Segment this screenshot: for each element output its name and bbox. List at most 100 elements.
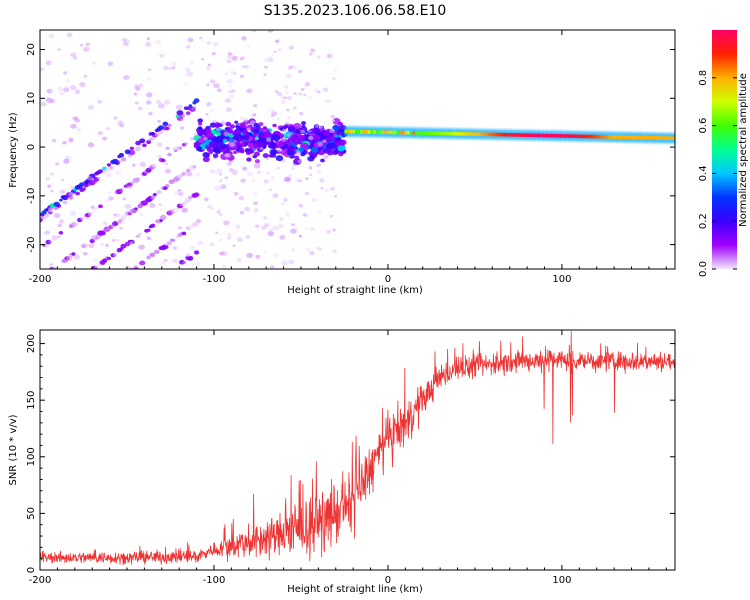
turbulence-point [202, 156, 210, 163]
stable-frequency-line [344, 126, 675, 144]
scatter-point [172, 246, 178, 251]
spectrogram-y-tick-label: 10 [26, 92, 37, 105]
streak-point [120, 215, 127, 220]
scatter-point [59, 219, 64, 224]
line-core-segment [373, 130, 376, 134]
turbulence-point [268, 154, 274, 158]
turbulence-point [238, 147, 245, 153]
line-core-segment [524, 133, 528, 137]
turbulence-point [338, 122, 344, 126]
turbulence-point [269, 141, 277, 149]
turbulence-halo-point [306, 247, 311, 252]
scatter-point [279, 217, 284, 221]
snr-y-tick-label: 0 [26, 567, 37, 573]
line-core-segment [568, 134, 572, 138]
line-core-segment [668, 136, 671, 140]
scatter-point [112, 239, 116, 242]
streak-point [124, 149, 131, 155]
streak-point [53, 201, 60, 207]
colorbar-ticks: 0.0 0.2 0.4 0.6 0.8 [698, 70, 737, 277]
line-core-segment [589, 134, 593, 139]
turbulence-halo-point [325, 229, 332, 235]
turbulence-halo-point [308, 129, 312, 133]
scatter-point [283, 85, 289, 89]
scatter-point [155, 39, 162, 45]
turbulence-halo-point [261, 225, 267, 231]
scatter-point [105, 243, 109, 247]
line-core-segment [649, 136, 653, 140]
line-core-segment [511, 133, 515, 137]
turbulence-halo-point [322, 139, 327, 143]
turbulence-halo-point [285, 133, 291, 138]
scatter-point [170, 61, 177, 67]
scatter-point [218, 213, 223, 216]
streak-point [172, 207, 179, 213]
scatter-point [279, 95, 285, 99]
scatter-point [285, 177, 292, 182]
turbulence-halo-point [309, 251, 315, 256]
scatter-point [265, 171, 270, 175]
turbulence-point [274, 141, 283, 148]
turbulence-point [229, 124, 236, 129]
turbulence-point [212, 153, 219, 158]
streak-point [59, 198, 63, 202]
line-core-segment [537, 133, 541, 138]
line-core-segment [563, 134, 567, 138]
turbulence-halo-point [277, 148, 283, 153]
turbulence-halo-point [300, 129, 306, 134]
line-core-segment [498, 132, 501, 137]
turbulence-halo-point [320, 187, 324, 190]
spectrogram-x-tick-label: -200 [29, 274, 52, 285]
line-core-segment [521, 133, 525, 137]
streak-point [188, 195, 193, 200]
scatter-point [100, 242, 105, 247]
line-core-segment [420, 131, 423, 135]
scatter-point [129, 241, 134, 245]
scatter-point [241, 36, 247, 41]
streak-point [165, 272, 169, 275]
streak-point [152, 193, 157, 197]
scatter-point [124, 204, 131, 209]
streak-point [150, 131, 155, 136]
streak-point [135, 140, 142, 146]
scatter-point [63, 71, 68, 75]
turbulence-halo-point [282, 128, 287, 133]
turbulence-halo-point [215, 231, 219, 234]
line-core-segment [574, 134, 577, 138]
line-core-segment [394, 130, 397, 135]
line-core-segment [631, 135, 635, 140]
turbulence-halo-point [237, 237, 243, 243]
scatter-point [138, 83, 144, 88]
spectrogram-x-tick-label: -100 [203, 274, 226, 285]
turbulence-point [245, 151, 251, 156]
snr-series-line [40, 331, 675, 566]
turbulence-halo-point [280, 201, 286, 207]
scatter-point [135, 101, 139, 105]
turbulence-halo-point [330, 187, 335, 191]
scatter-point [209, 242, 215, 247]
colorbar-tick-label: 0.0 [698, 261, 709, 277]
turbulence-halo-point [281, 138, 286, 142]
scatter-point [127, 185, 133, 190]
turbulence-halo-point [241, 56, 245, 60]
line-core-segment [433, 131, 436, 136]
streak-point [62, 200, 68, 205]
streak-point [186, 168, 191, 173]
line-core-segment [605, 135, 608, 139]
turbulence-halo-point [228, 90, 232, 94]
scatter-point [130, 208, 136, 214]
turbulence-halo-point [227, 233, 232, 237]
line-core-segment [545, 133, 548, 138]
scatter-point [60, 189, 66, 194]
streak-point [113, 252, 118, 257]
streak-point [187, 225, 194, 231]
turbulence-halo-point [330, 114, 335, 119]
line-core-segment [461, 132, 465, 136]
turbulence-point [220, 143, 227, 148]
line-core-segment [354, 129, 358, 134]
streak-point [167, 270, 172, 274]
scatter-point [267, 230, 274, 237]
turbulence-halo-point [256, 170, 262, 175]
line-core-segment [657, 136, 661, 140]
line-core-segment [600, 134, 603, 139]
